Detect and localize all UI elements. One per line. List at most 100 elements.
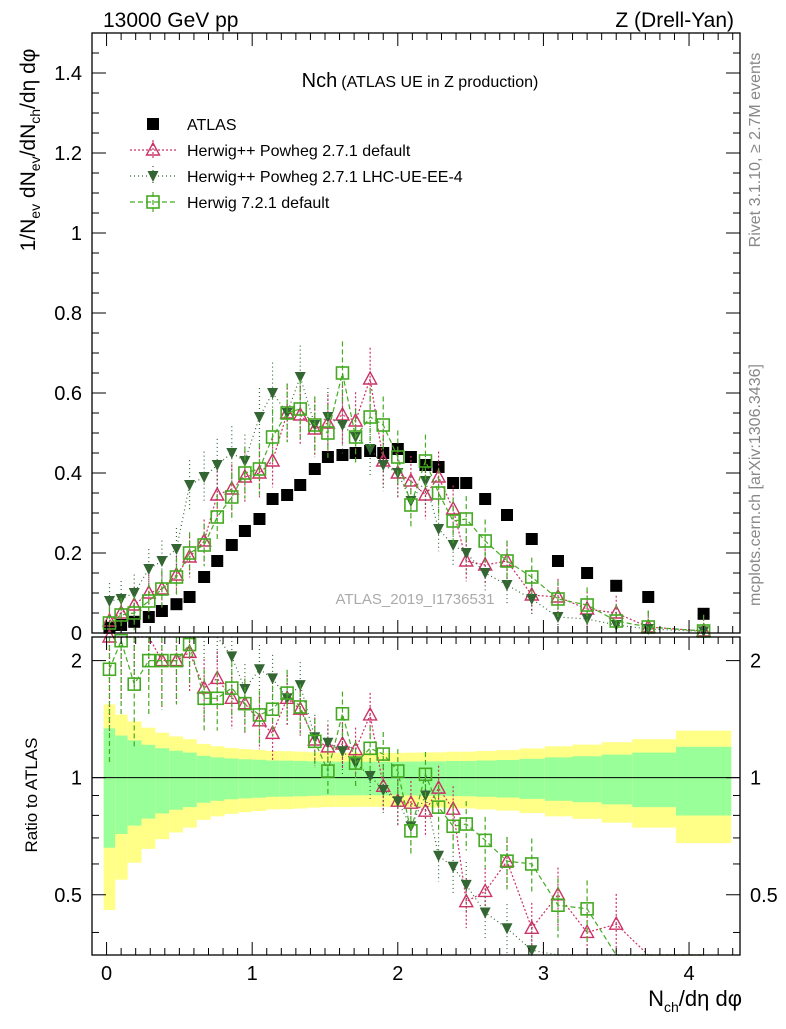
- ratio-tick-label-right: 0.5: [750, 885, 778, 907]
- data-point: [419, 476, 431, 487]
- data-point: [697, 607, 710, 620]
- ratio-point: [226, 651, 238, 663]
- ratio-point: [182, 637, 197, 652]
- data-point: [253, 412, 265, 423]
- stat-band: [115, 735, 128, 834]
- ratio-point: [500, 854, 514, 868]
- legend-marker: [147, 171, 159, 182]
- data-point: [321, 426, 335, 440]
- legend-entry: Herwig++ Powheg 2.7.1 default: [130, 140, 411, 160]
- data-point: [445, 500, 461, 515]
- x-tick-label: 4: [683, 963, 694, 985]
- y-tick-label: 0.4: [54, 463, 82, 485]
- data-point: [169, 570, 184, 584]
- chart-marks: [101, 341, 712, 957]
- series-line: [109, 375, 704, 632]
- data-point: [501, 580, 513, 591]
- stat-band: [293, 760, 308, 797]
- data-point: [224, 480, 240, 495]
- data-point: [376, 418, 391, 432]
- process-label: Z (Drell-Yan): [615, 9, 734, 32]
- ratio-point: [253, 664, 265, 676]
- data-point: [211, 460, 223, 471]
- data-point: [447, 540, 459, 551]
- series-3: [102, 341, 711, 638]
- data-point: [320, 414, 336, 429]
- data-point: [501, 509, 514, 521]
- data-point: [430, 468, 447, 483]
- ratio-point: [433, 850, 445, 862]
- ratio-point: [418, 767, 433, 782]
- mcplots-label: mcplots.cern.ch [arXiv:1306.3436]: [747, 364, 764, 606]
- ratio-point: [551, 898, 565, 913]
- beam-label: 13000 GeV pp: [103, 9, 238, 32]
- data-point: [239, 456, 251, 467]
- data-point: [433, 524, 445, 535]
- ratio-tick-label-left: 0.5: [54, 885, 82, 907]
- x-tick-label: 1: [247, 963, 258, 985]
- ratio-tick-label-left: 1: [71, 768, 82, 790]
- stat-band: [224, 758, 239, 800]
- data-point: [141, 594, 156, 608]
- data-point: [127, 606, 142, 620]
- stat-band: [141, 744, 156, 819]
- ratio-point: [526, 945, 538, 957]
- ratio-point: [127, 677, 142, 691]
- ratio-point: [264, 724, 281, 740]
- data-point: [143, 564, 155, 575]
- data-point: [253, 513, 266, 525]
- ratio-tick-label-right: 2: [750, 651, 761, 673]
- ratio-point: [446, 819, 460, 834]
- ratio-point: [499, 852, 515, 867]
- x-tick-label: 3: [538, 963, 549, 985]
- data-point: [198, 571, 211, 583]
- data-point: [114, 608, 128, 622]
- data-point: [183, 591, 196, 603]
- stat-band: [155, 748, 170, 814]
- data-point: [500, 554, 514, 568]
- stat-band: [307, 761, 322, 796]
- ratio-point: [362, 706, 378, 721]
- legend-entry: Herwig 7.2.1 default: [130, 192, 330, 212]
- data-point: [479, 493, 492, 505]
- legend-entry: ATLAS: [147, 117, 237, 134]
- stat-band: [266, 760, 280, 797]
- ratio-point: [335, 706, 350, 721]
- stat-band: [459, 760, 476, 797]
- data-point: [209, 486, 225, 501]
- data-point: [196, 532, 212, 547]
- ratio-point: [501, 923, 513, 935]
- legend: ATLAS Herwig++ Powheg 2.7.1 default Herwig…: [130, 117, 463, 212]
- ratio-point: [321, 764, 335, 778]
- stat-band: [252, 759, 267, 798]
- rivet-label: Rivet 3.1.10, ≥ 2.7M events: [747, 53, 764, 248]
- ratio-point: [265, 702, 280, 716]
- ratio-point: [102, 662, 117, 677]
- data-point: [155, 605, 168, 617]
- stat-band: [445, 760, 460, 797]
- data-point: [168, 566, 185, 581]
- data-point: [307, 418, 322, 432]
- ratio-point: [479, 907, 491, 919]
- ratio-series-3: [102, 633, 704, 956]
- ratio-point: [292, 700, 308, 715]
- ratio-point: [431, 800, 446, 814]
- ratio-point: [280, 686, 294, 700]
- ratio-tick-label-right: 1: [750, 768, 761, 790]
- data-point: [526, 594, 538, 605]
- data-point: [225, 539, 238, 551]
- stat-band: [519, 758, 545, 799]
- series-line: [109, 372, 704, 632]
- data-point: [525, 533, 538, 545]
- data-point: [170, 598, 183, 611]
- data-point: [524, 570, 539, 584]
- data-point: [364, 444, 376, 455]
- data-point: [418, 454, 433, 468]
- data-point: [459, 512, 474, 526]
- data-point: [294, 479, 307, 491]
- ratio-point: [524, 857, 539, 871]
- data-point: [252, 462, 267, 476]
- y-tick-label: 0.8: [54, 303, 82, 325]
- data-point: [552, 612, 564, 623]
- data-point: [390, 450, 405, 464]
